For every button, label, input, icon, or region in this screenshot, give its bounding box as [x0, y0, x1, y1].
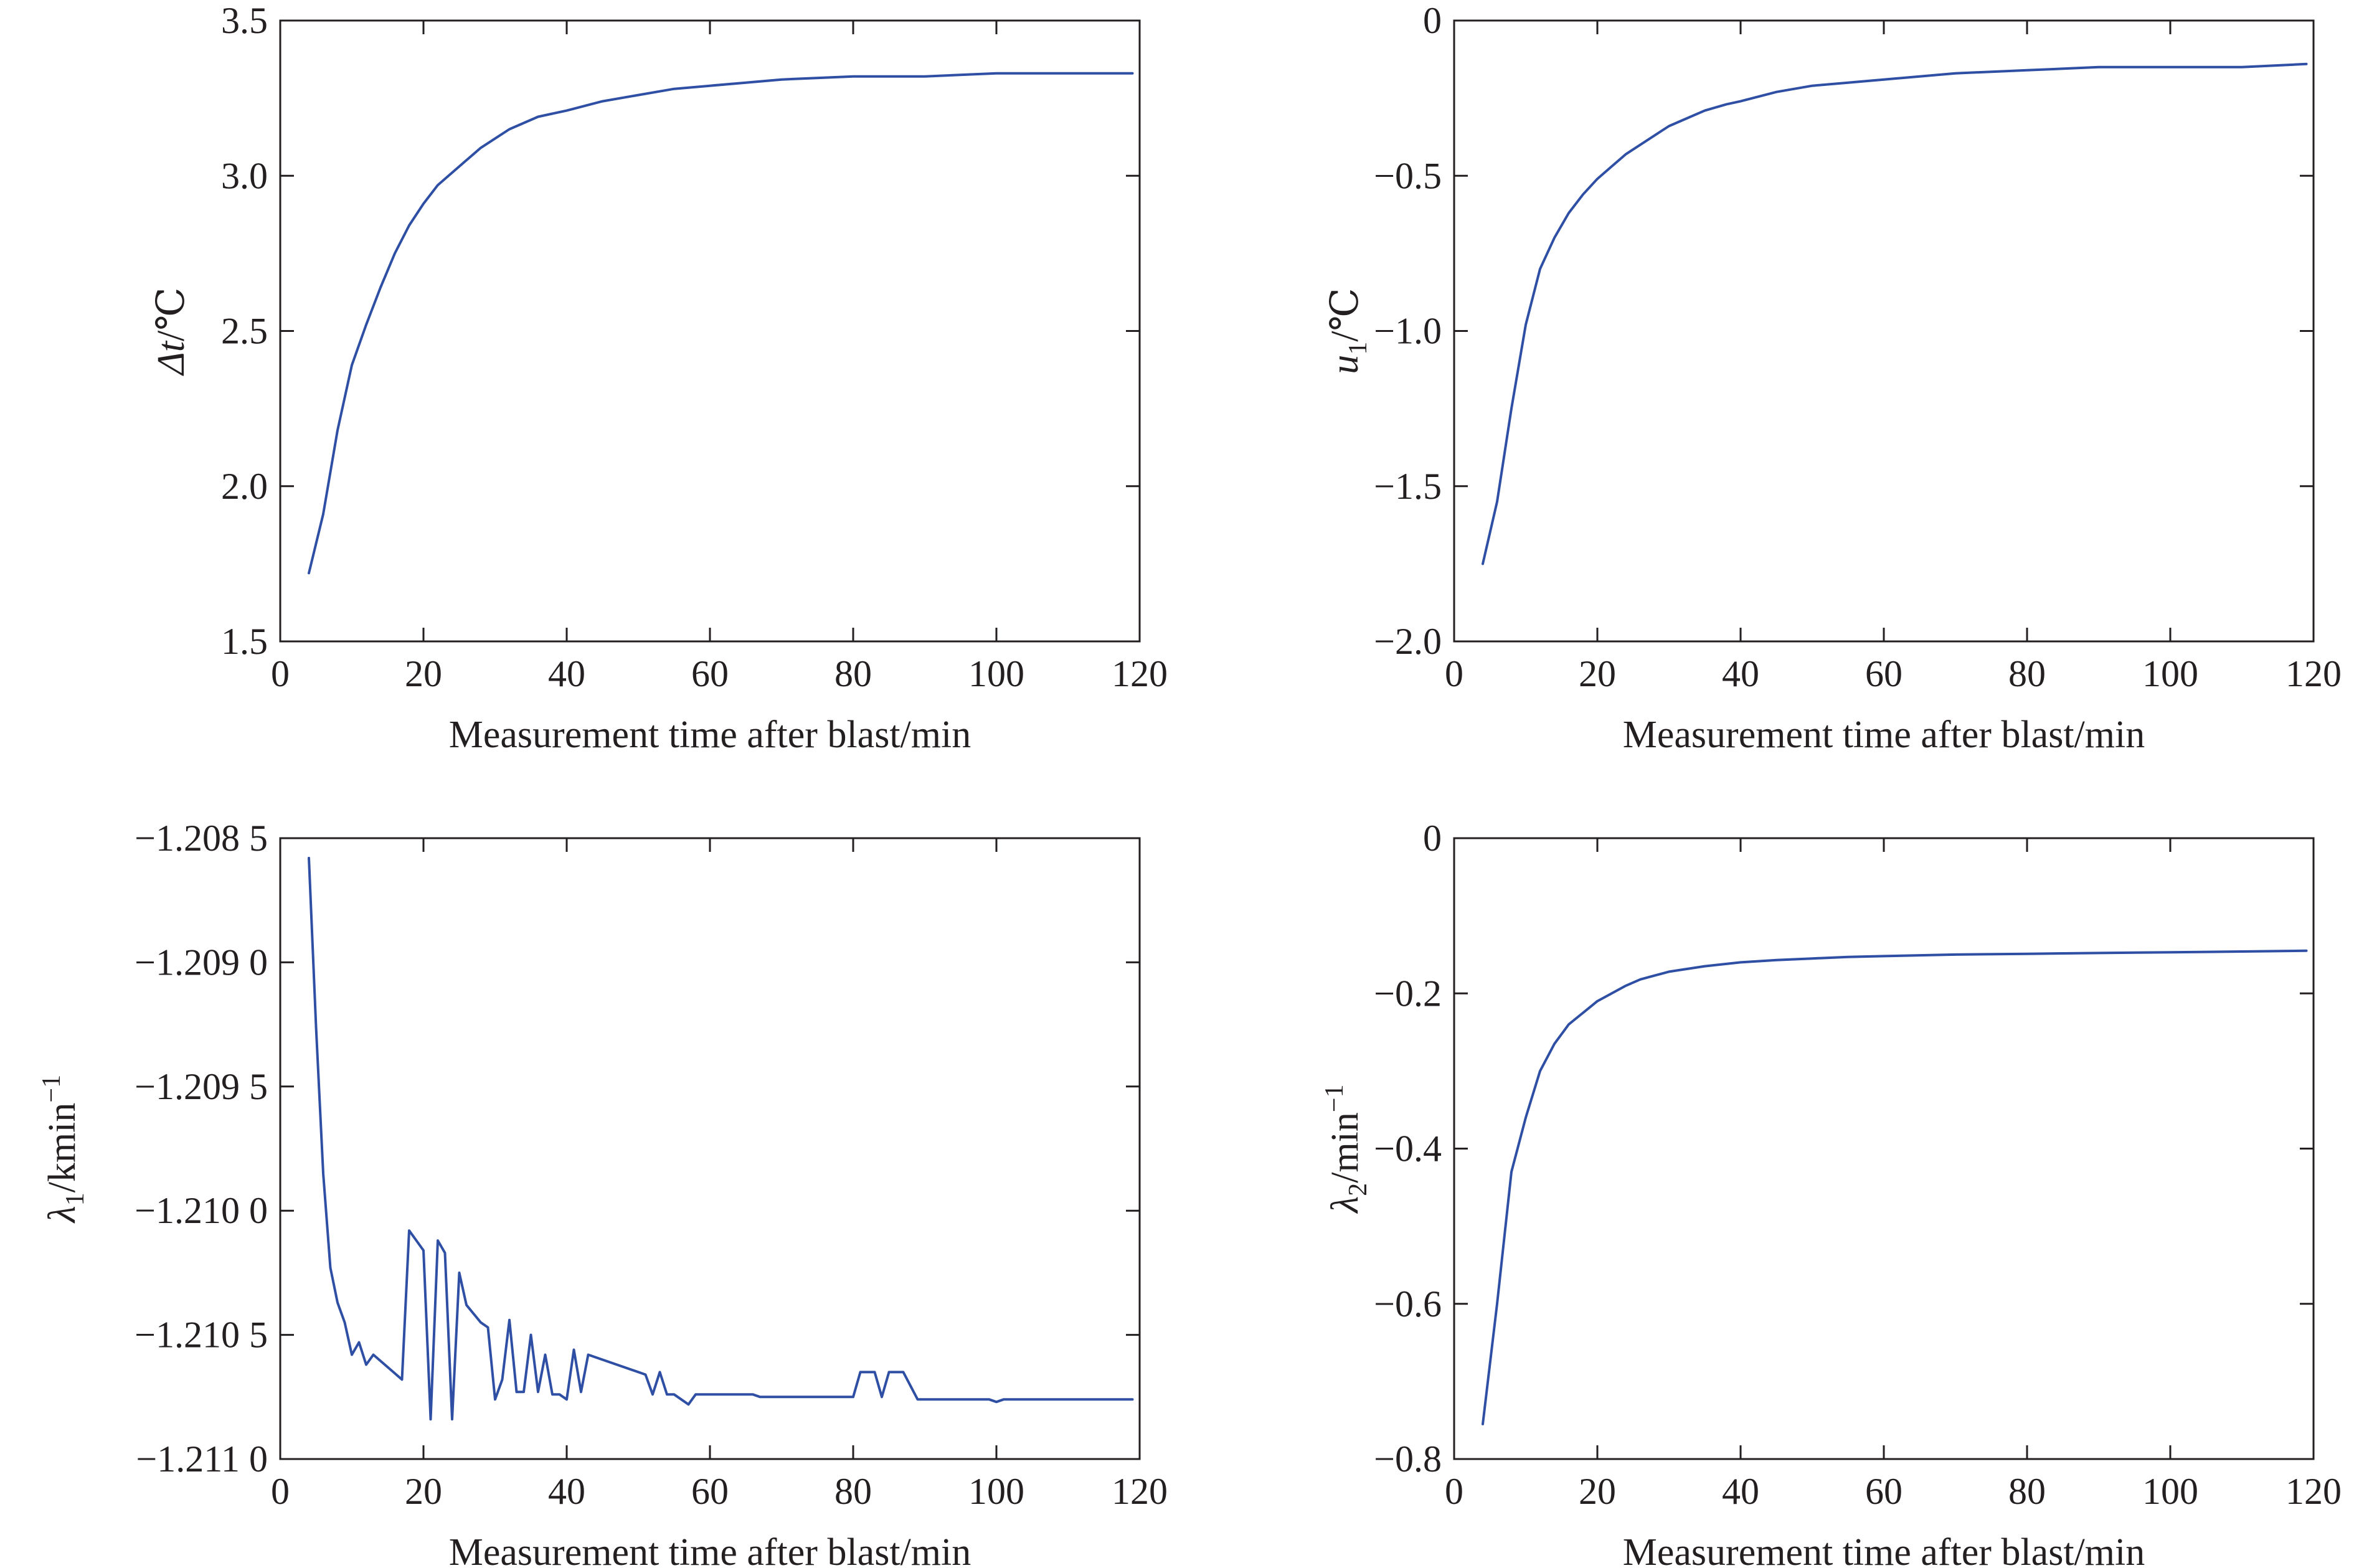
chart-2-y-axis-label: u1/℃ [1324, 288, 1373, 374]
chart-1-y-tick-label: 1.5 [221, 621, 268, 662]
chart-4: 0 20 40 60 80 100 120 −0.8 −0.6 −0.4 −0.2 0 Measurem… [1320, 818, 2342, 1568]
chart-4-x-tick-label: 120 [2285, 1471, 2342, 1512]
chart-2-y-label-subscript: 1 [1344, 342, 1373, 355]
chart-2-y-label-symbol: u [1324, 355, 1366, 374]
chart-4-y-tick-label: −0.6 [1374, 1283, 1442, 1325]
chart-1-x-tick-label: 80 [834, 653, 872, 694]
chart-2-x-axis-label: Measurement time after blast/min [1623, 714, 2145, 756]
chart-3-y-tick-label: −1.210 5 [135, 1315, 268, 1356]
chart-4-x-tick-label: 0 [1445, 1471, 1463, 1512]
chart-4-y-tick-label: −0.4 [1374, 1128, 1442, 1169]
chart-2-x-tick-label: 40 [1722, 653, 1759, 694]
chart-1-x-tick-label: 20 [405, 653, 442, 694]
chart-2-y-tick-label: 0 [1423, 0, 1442, 41]
chart-1-x-tick-label: 40 [548, 653, 585, 694]
chart-3-x-tick-label: 20 [405, 1471, 442, 1512]
chart-1-y-label-symbol: Δt [150, 340, 192, 376]
chart-3-x-axis-label: Measurement time after blast/min [449, 1531, 971, 1568]
chart-4-x-tick-label: 60 [1865, 1471, 1903, 1512]
chart-3-y-label-unit: /kmin [41, 1103, 83, 1193]
chart-3-y-tick-label: −1.211 0 [136, 1438, 268, 1480]
chart-2-x-tick-label: 0 [1445, 653, 1463, 694]
chart-2-series-line [1482, 62, 2308, 565]
chart-3-y-label-superscript: −1 [37, 1075, 66, 1103]
chart-1-y-tick-label: 2.0 [221, 466, 268, 507]
chart-4-x-tick-label: 100 [2142, 1471, 2198, 1512]
chart-3: 0 20 40 60 80 100 120 −1.211 0 −1.210 5 −1.210 0 −… [37, 818, 1168, 1568]
chart-2-y-tick-label: −0.5 [1374, 155, 1442, 196]
chart-1-y-axis-label: Δt/℃ [150, 287, 192, 376]
chart-2-y-tick-label: −1.0 [1374, 311, 1442, 352]
chart-1-x-tick-label: 60 [691, 653, 729, 694]
chart-1-y-label-unit: /℃ [150, 287, 192, 341]
chart-4-y-tick-label: −0.8 [1374, 1438, 1442, 1480]
chart-4-y-tick-label: −0.2 [1374, 973, 1442, 1014]
chart-3-y-label-subscript: 1 [61, 1193, 90, 1206]
chart-1-x-tick-label: 100 [968, 653, 1024, 694]
chart-4-x-tick-label: 80 [2008, 1471, 2046, 1512]
chart-2-x-tick-label: 20 [1579, 653, 1616, 694]
chart-1-x-axis-label: Measurement time after blast/min [449, 714, 971, 756]
chart-1-y-tick-label: 2.5 [221, 311, 268, 352]
chart-2-y-tick-label: −2.0 [1374, 621, 1442, 662]
chart-3-y-axis-label: λ1/kmin−1 [37, 1075, 90, 1224]
chart-1-x-tick-label: 0 [271, 653, 290, 694]
chart-4-y-label-subscript: 2 [1344, 1183, 1373, 1196]
chart-4-x-axis-label: Measurement time after blast/min [1623, 1531, 2145, 1568]
chart-2-y-tick-label: −1.5 [1374, 466, 1442, 507]
chart-3-x-tick-label: 40 [548, 1471, 585, 1512]
chart-2-x-tick-label: 60 [1865, 653, 1903, 694]
chart-4-y-label-unit: /min [1324, 1112, 1366, 1183]
chart-1-series-line [308, 72, 1134, 575]
chart-4-x-tick-label: 40 [1722, 1471, 1759, 1512]
chart-1: 0 20 40 60 80 100 120 1.5 2.0 2.5 3.0 3.5 Measuremen… [150, 0, 1168, 756]
chart-2-x-tick-label: 80 [2008, 653, 2046, 694]
chart-1-x-tick-label: 120 [1112, 653, 1168, 694]
chart-4-y-label-superscript: −1 [1320, 1084, 1349, 1112]
chart-3-y-tick-label: −1.209 0 [135, 942, 268, 983]
chart-4-series-line [1482, 949, 2308, 1425]
chart-1-y-tick-label: 3.5 [221, 0, 268, 41]
chart-4-y-axis-label: λ2/min−1 [1320, 1084, 1373, 1214]
chart-4-y-tick-label: 0 [1423, 818, 1442, 859]
chart-1-y-tick-label: 3.0 [221, 155, 268, 196]
chart-3-y-tick-label: −1.208 5 [135, 818, 268, 859]
chart-3-y-tick-label: −1.210 0 [135, 1190, 268, 1231]
chart-3-x-tick-label: 120 [1112, 1471, 1168, 1512]
chart-2-x-tick-label: 100 [2142, 653, 2198, 694]
chart-3-x-tick-label: 80 [834, 1471, 872, 1512]
chart-3-x-tick-label: 60 [691, 1471, 729, 1512]
chart-3-x-tick-label: 0 [271, 1471, 290, 1512]
chart-3-series-line [308, 856, 1134, 1421]
chart-3-x-tick-label: 100 [968, 1471, 1024, 1512]
chart-2-y-label-unit: /℃ [1324, 288, 1366, 342]
chart-4-x-tick-label: 20 [1579, 1471, 1616, 1512]
chart-2: 0 20 40 60 80 100 120 −2.0 −1.5 −1.0 −0.5 0 Measurem… [1324, 0, 2342, 756]
chart-2-x-tick-label: 120 [2285, 653, 2342, 694]
chart-3-y-tick-label: −1.209 5 [135, 1066, 268, 1107]
chart-3-y-label-symbol: λ [41, 1206, 83, 1224]
chart-4-y-label-symbol: λ [1324, 1196, 1366, 1214]
